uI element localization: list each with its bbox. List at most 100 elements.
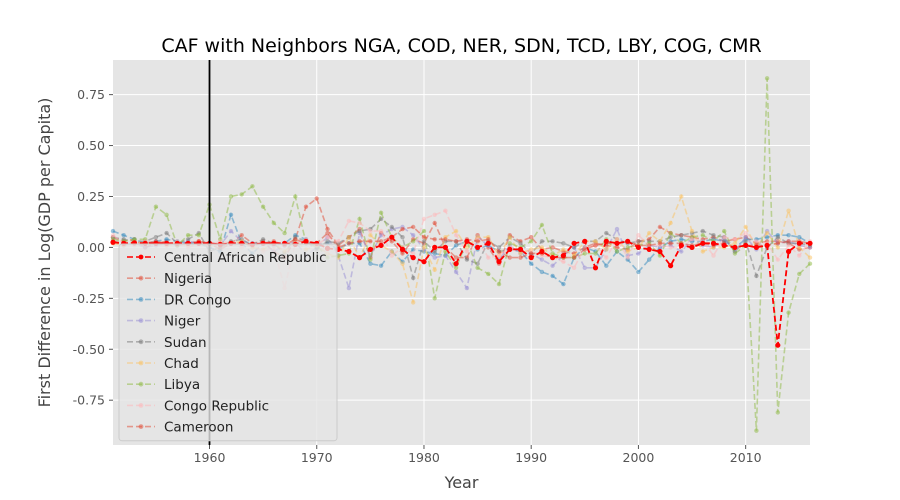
series-line-congo-republic [112, 209, 811, 289]
data-point-dr-congo [647, 257, 652, 262]
legend-marker-niger [138, 318, 144, 323]
data-point-central-african-republic [807, 240, 813, 246]
data-point-congo-republic [496, 253, 502, 258]
data-point-central-african-republic [592, 265, 599, 271]
data-point-sudan [421, 239, 427, 244]
data-point-congo-republic [754, 239, 759, 244]
data-point-dr-congo [378, 263, 384, 268]
data-point-libya [228, 194, 234, 199]
data-point-chad [346, 235, 352, 240]
data-point-central-african-republic [786, 248, 792, 255]
x-tick-label: 1990 [515, 450, 547, 465]
legend-marker-dr-congo [138, 297, 144, 302]
data-point-congo-republic [636, 233, 641, 238]
data-point-sudan [400, 235, 405, 240]
data-point-libya [196, 233, 201, 238]
data-point-central-african-republic [775, 342, 781, 348]
data-point-central-african-republic [625, 238, 631, 244]
data-point-libya [250, 184, 255, 189]
data-point-congo-republic [432, 212, 437, 217]
data-point-niger [636, 251, 641, 256]
data-point-niger [411, 233, 416, 238]
legend-marker-cameroon [138, 424, 144, 429]
data-point-libya [185, 233, 191, 238]
data-point-congo-republic [722, 235, 727, 240]
data-point-libya [153, 204, 159, 209]
data-point-congo-republic [625, 255, 630, 260]
data-point-chad [668, 220, 673, 226]
series-central-african-republic [110, 234, 813, 348]
data-point-cameroon [368, 239, 373, 244]
data-point-cameroon [421, 235, 427, 240]
data-point-libya [282, 230, 287, 236]
data-point-congo-republic [421, 216, 427, 222]
data-point-congo-republic [346, 218, 352, 224]
data-point-libya [657, 253, 663, 258]
data-point-libya [614, 249, 620, 254]
data-point-niger [464, 285, 470, 291]
data-point-nigeria [314, 196, 319, 201]
data-point-congo-republic [389, 253, 394, 258]
data-point-sudan [550, 239, 555, 244]
data-point-sudan [571, 245, 577, 250]
data-point-central-african-republic [464, 238, 470, 244]
data-point-central-african-republic [603, 238, 609, 244]
data-point-libya [486, 271, 491, 277]
data-point-sudan [475, 261, 480, 266]
legend-marker-sudan [138, 339, 144, 345]
data-point-sudan [325, 239, 330, 244]
data-point-central-african-republic [657, 248, 663, 255]
data-point-cameroon [411, 224, 416, 230]
data-point-chad [539, 245, 545, 250]
data-point-libya [475, 265, 480, 270]
data-point-nigeria [389, 239, 394, 244]
data-point-chad [807, 255, 813, 260]
x-tick-label: 1980 [408, 450, 440, 465]
data-point-central-african-republic [507, 246, 513, 252]
data-point-chad [432, 267, 437, 272]
data-point-sudan [164, 230, 169, 236]
y-axis-label: First Difference in Log(GDP per Capita) [35, 98, 54, 408]
data-point-libya [668, 230, 673, 236]
data-point-chad [700, 249, 705, 254]
legend-box [118, 243, 338, 442]
data-point-congo-republic [325, 235, 330, 240]
data-point-cameroon [647, 243, 652, 248]
data-point-nigeria [657, 224, 663, 230]
data-point-sudan [518, 241, 523, 246]
data-point-central-african-republic [646, 246, 652, 252]
legend-label-central-african-republic: Central African Republic [164, 250, 327, 266]
data-point-central-african-republic [668, 263, 674, 269]
data-point-congo-republic [786, 243, 791, 248]
data-point-libya [421, 228, 427, 234]
legend-label-sudan: Sudan [164, 335, 207, 351]
legend-marker-libya [138, 381, 144, 387]
data-point-cameroon [453, 239, 459, 244]
data-point-central-african-republic [432, 244, 438, 250]
data-point-chad [507, 235, 512, 240]
data-point-libya [368, 257, 373, 262]
data-point-dr-congo [679, 237, 684, 242]
y-tick-label: 0.00 [77, 240, 105, 255]
data-point-libya [807, 261, 813, 266]
data-point-central-african-republic [517, 246, 524, 252]
data-point-congo-republic [110, 233, 116, 238]
data-point-congo-republic [743, 230, 748, 236]
data-point-chad [400, 261, 405, 266]
data-point-chad [689, 228, 695, 234]
data-point-libya [357, 216, 362, 222]
data-point-niger [743, 235, 748, 240]
data-point-central-african-republic [357, 255, 363, 261]
data-point-dr-congo [636, 269, 641, 275]
data-point-central-african-republic [367, 246, 373, 252]
legend-marker-nigeria [138, 275, 144, 281]
x-tick-label: 1960 [194, 450, 226, 465]
data-point-libya [529, 239, 534, 244]
data-point-congo-republic [614, 237, 620, 242]
data-point-sudan [260, 237, 266, 242]
data-point-cameroon [775, 241, 780, 246]
data-point-central-african-republic [764, 242, 770, 248]
x-axis-label: Year [444, 473, 479, 492]
legend-label-libya: Libya [164, 377, 200, 393]
data-point-chad [786, 208, 791, 213]
